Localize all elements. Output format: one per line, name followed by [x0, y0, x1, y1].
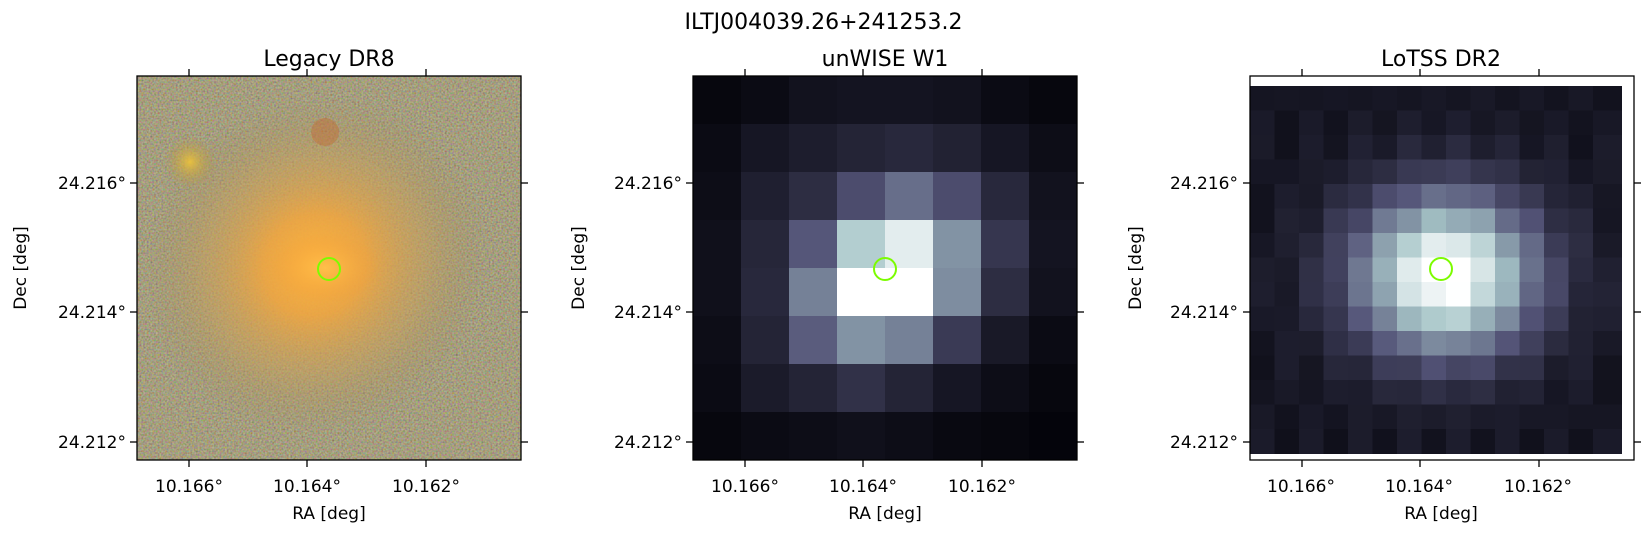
lotss-image [1250, 86, 1622, 454]
y-tick-label: 24.212° [58, 433, 126, 453]
y-tick-label: 24.212° [1170, 433, 1238, 453]
x-axis-label: RA [deg] [848, 504, 921, 524]
ticks [130, 69, 528, 467]
ticks [1243, 69, 1641, 467]
legacy-image [137, 76, 521, 460]
panel-unwise: unWISE W1 10.166° 10.164° 10.162° 24.216… [569, 47, 1084, 524]
axes-frame [1249, 75, 1635, 461]
source-marker-circle [873, 257, 897, 281]
x-axis-label: RA [deg] [1404, 504, 1477, 524]
axes-frame [692, 75, 1078, 461]
y-axis-label: Dec [deg] [569, 226, 589, 310]
ticks [686, 69, 1084, 467]
panel-title-lotss: LoTSS DR2 [1381, 47, 1501, 72]
x-tick-label: 10.162° [1504, 477, 1572, 497]
y-tick-label: 24.214° [58, 303, 126, 323]
y-tick-label: 24.216° [58, 174, 126, 194]
x-tick-label: 10.164° [829, 477, 897, 497]
source-marker-circle [1429, 257, 1453, 281]
y-axis-label: Dec [deg] [1126, 226, 1146, 310]
panel-lotss: LoTSS DR2 10.166° 10.164° 10.162° 24.216… [1126, 47, 1641, 524]
y-tick-label: 24.214° [1170, 303, 1238, 323]
y-tick-label: 24.216° [614, 174, 682, 194]
panel-title-unwise: unWISE W1 [822, 47, 949, 72]
axes-frame [136, 75, 522, 461]
y-tick-label: 24.216° [1170, 174, 1238, 194]
x-tick-label: 10.162° [392, 477, 460, 497]
x-tick-label: 10.164° [1385, 477, 1453, 497]
figure-title: ILTJ004039.26+241253.2 [684, 10, 963, 35]
x-axis-label: RA [deg] [292, 504, 365, 524]
x-tick-label: 10.166° [1267, 477, 1335, 497]
panel-title-legacy: Legacy DR8 [263, 47, 394, 72]
y-tick-label: 24.214° [614, 303, 682, 323]
x-tick-label: 10.166° [711, 477, 779, 497]
source-marker-circle [317, 257, 341, 281]
x-tick-label: 10.166° [155, 477, 223, 497]
y-axis-label: Dec [deg] [11, 226, 31, 310]
x-tick-label: 10.162° [948, 477, 1016, 497]
unwise-image [693, 76, 1078, 461]
panel-legacy: Legacy DR8 10.166° 10.164° 10.162° 24.21… [11, 47, 528, 524]
x-tick-label: 10.164° [273, 477, 341, 497]
y-tick-label: 24.212° [614, 433, 682, 453]
